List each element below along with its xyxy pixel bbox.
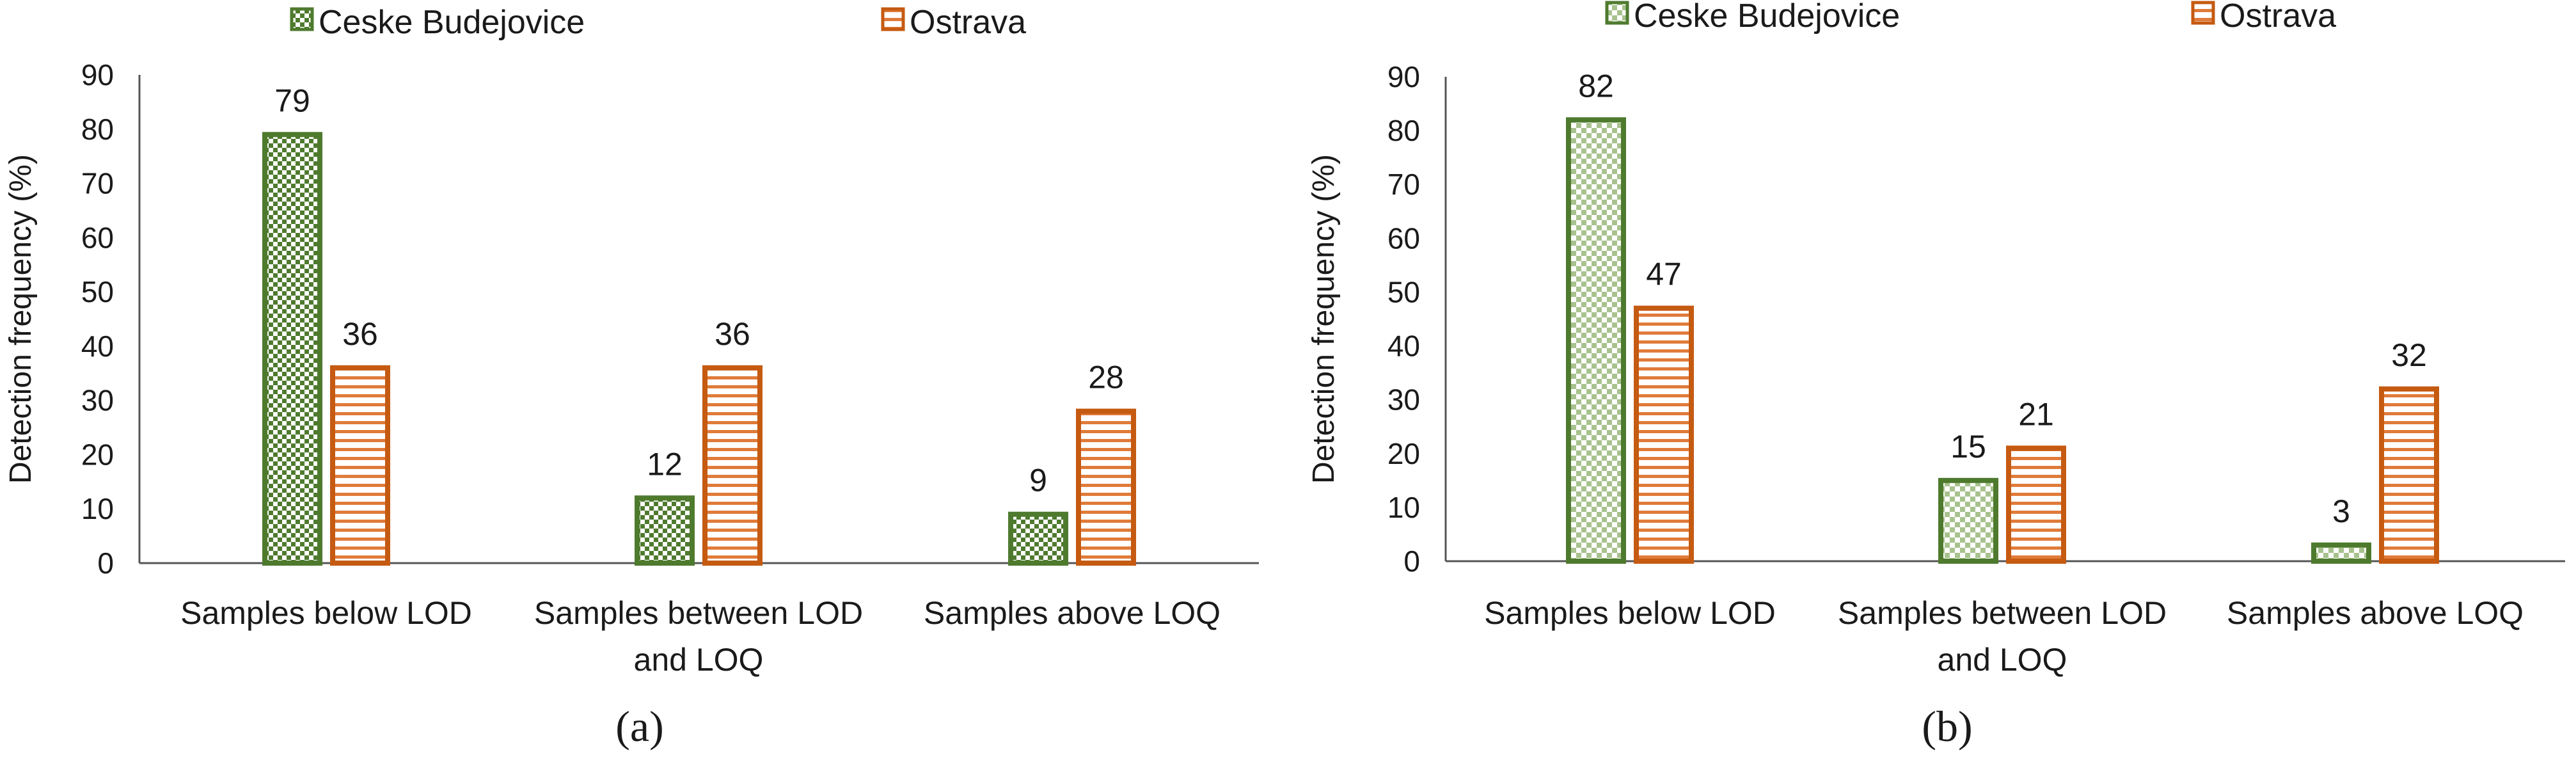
category-label: Samples below LOD [1484,595,1776,631]
y-tick-label: 50 [81,275,114,308]
bar-ceske-budejovice [1566,117,1626,564]
bar-ostrava [330,365,390,566]
y-tick-label: 40 [81,330,114,363]
bar-ceske-budejovice [262,132,322,566]
y-tick-label: 0 [97,546,114,580]
legend-label: Ceske Budejovice [319,4,585,41]
legend-swatch [881,7,905,31]
category-label: Samples above LOQ [2227,595,2524,631]
legend-swatch [290,7,314,31]
legend-swatch [1605,1,1629,25]
legend-label: Ostrava [2220,0,2336,35]
data-label: 79 [274,83,310,118]
data-label: 28 [1088,360,1124,395]
y-tick-label: 90 [81,58,114,92]
data-label: 3 [2332,493,2350,529]
y-tick-label: 10 [1387,491,1420,524]
category-label: Samples between LOD [1838,595,2167,631]
data-label: 36 [342,316,378,352]
panel-label: (b) [1922,702,1972,751]
bar-ostrava [1076,408,1136,566]
y-tick-label: 30 [81,384,114,417]
chart-panel-a: 0 10 20 30 40 50 60 70 80 90 Detection frequency (… [4,4,1259,751]
data-label: 15 [1950,429,1986,465]
category-label: and LOQ [1938,642,2067,678]
panel-label: (a) [615,702,663,751]
legend-label: Ostrava [910,4,1026,41]
data-label: 12 [647,446,683,482]
y-tick-label: 40 [1387,330,1420,363]
data-label: 47 [1646,257,1682,292]
bar-ostrava [702,365,763,566]
y-tick-label: 60 [1387,221,1420,255]
bar-ostrava [1634,305,1694,564]
y-tick-label: 50 [1387,275,1420,308]
legend-label: Ceske Budejovice [1634,0,1900,35]
y-tick-label: 10 [81,492,114,525]
category-label: Samples between LOD [534,595,863,631]
y-tick-label: 80 [81,113,114,146]
y-axis-title: Detection frequency (%) [4,154,38,484]
bar-ostrava [2379,386,2439,564]
y-tick-label: 70 [1387,168,1420,201]
bar-ceske-budejovice [2311,542,2371,564]
bar-ceske-budejovice [635,495,695,566]
y-tick-label: 80 [1387,114,1420,147]
y-tick-label: 0 [1403,545,1420,578]
category-label: and LOQ [634,642,764,678]
chart-panel-b: 0 10 20 30 40 50 60 70 80 90 Detection frequency (… [1307,0,2565,751]
data-label: 82 [1578,68,1614,104]
bar-ceske-budejovice [1938,477,1998,564]
data-label: 36 [715,316,750,352]
y-axis-title: Detection frequency (%) [1307,154,1341,484]
data-label: 9 [1029,463,1047,498]
bar-ceske-budejovice [1008,511,1068,566]
y-tick-label: 30 [1387,383,1420,417]
y-tick-label: 60 [81,221,114,254]
y-tick-label: 70 [81,167,114,200]
bar-ostrava [2006,445,2066,564]
y-tick-label: 90 [1387,60,1420,93]
y-tick-label: 20 [1387,437,1420,470]
category-label: Samples below LOD [180,595,472,631]
y-tick-label: 20 [81,438,114,471]
data-label: 21 [2018,396,2054,432]
category-label: Samples above LOQ [924,595,1221,631]
data-label: 32 [2391,337,2427,373]
legend-swatch [2191,1,2215,25]
